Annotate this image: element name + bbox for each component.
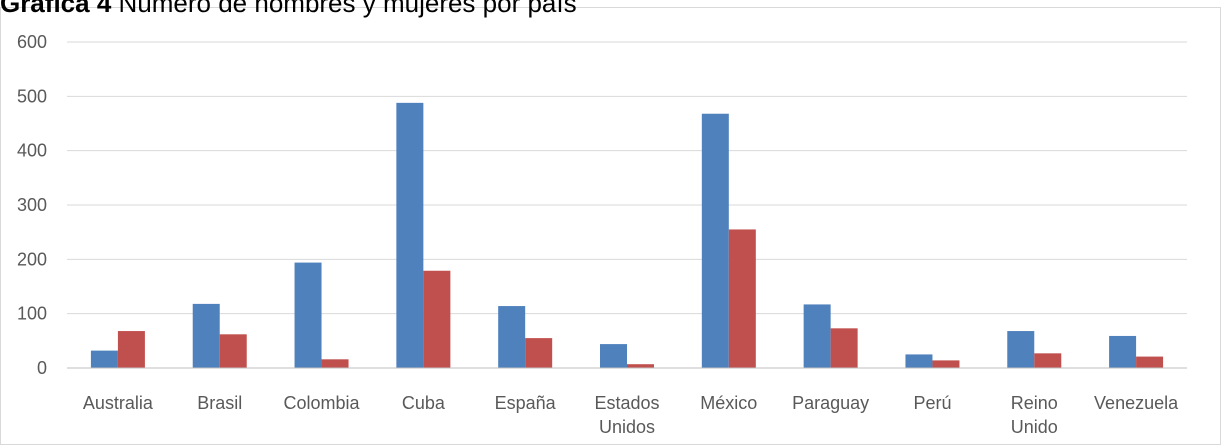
bar-series-2 — [321, 359, 349, 368]
x-category-label-line: México — [700, 393, 757, 413]
bar-series-2 — [830, 328, 858, 368]
bar-series-2 — [627, 364, 654, 368]
bar-series-1 — [803, 304, 831, 368]
x-category-label: México — [700, 393, 757, 413]
x-category-label-line: España — [495, 393, 557, 413]
x-category-label-line: Brasil — [197, 393, 242, 413]
chart-title: Gráfica 4 Número de hombres y mujeres po… — [0, 0, 1224, 18]
x-category-label: Colombia — [284, 393, 361, 413]
bar-series-2 — [932, 360, 960, 368]
bar-series-2 — [728, 229, 756, 368]
gridlines — [67, 41, 1187, 315]
y-tick-label: 100 — [17, 304, 47, 324]
bar-series-2 — [423, 270, 451, 368]
x-category-label: Paraguay — [792, 393, 869, 413]
bar-series-2 — [219, 334, 247, 368]
x-category-label-line: Perú — [913, 393, 951, 413]
y-tick-label: 600 — [17, 32, 47, 52]
x-category-label-line: Estados — [594, 393, 659, 413]
x-category-label-line: Venezuela — [1094, 393, 1179, 413]
x-category-label-line: Unidos — [599, 417, 655, 437]
x-category-label-line: Paraguay — [792, 393, 869, 413]
bar-series-1 — [294, 262, 322, 368]
x-category-label: Brasil — [197, 393, 242, 413]
x-category-label-line: Reino — [1011, 393, 1058, 413]
bar-series-2 — [1136, 356, 1164, 368]
x-category-label: Australia — [83, 393, 154, 413]
bars — [90, 102, 1164, 368]
x-axis-labels: Australia Brasil Colombia Cuba España Estados… — [83, 393, 1179, 437]
x-category-label: Perú — [913, 393, 951, 413]
x-category-label: España — [495, 393, 557, 413]
x-category-label-line: Cuba — [402, 393, 446, 413]
bar-series-1 — [701, 113, 729, 368]
bar-series-1 — [396, 102, 424, 368]
x-category-label-line: Unido — [1011, 417, 1058, 437]
x-category-label-line: Colombia — [284, 393, 361, 413]
bar-series-2 — [1034, 353, 1062, 368]
x-category-label: Reino Unido — [1011, 393, 1058, 437]
y-axis-ticks: 0 100 200 300 400 500 600 — [17, 32, 47, 378]
x-category-label: Estados Unidos — [594, 393, 659, 437]
bar-series-1 — [1007, 331, 1035, 368]
y-tick-label: 400 — [17, 141, 47, 161]
bar-series-1 — [498, 306, 526, 368]
chart-title-rest: Número de hombres y mujeres por país — [111, 0, 577, 18]
y-tick-label: 200 — [17, 249, 47, 269]
bar-series-1 — [600, 344, 627, 368]
y-tick-label: 500 — [17, 86, 47, 106]
x-category-label-line: Australia — [83, 393, 154, 413]
bar-series-2 — [117, 331, 145, 368]
y-tick-label: 0 — [37, 358, 47, 378]
x-category-label: Venezuela — [1094, 393, 1179, 413]
x-category-label: Cuba — [402, 393, 446, 413]
chart-frame — [0, 7, 1221, 445]
bar-series-2 — [525, 338, 553, 368]
bar-series-1 — [90, 350, 118, 368]
bar-series-1 — [1109, 335, 1137, 368]
bar-series-1 — [192, 303, 220, 368]
y-tick-label: 300 — [17, 195, 47, 215]
chart-title-bold: Gráfica 4 — [0, 0, 112, 18]
bar-series-1 — [905, 354, 933, 368]
